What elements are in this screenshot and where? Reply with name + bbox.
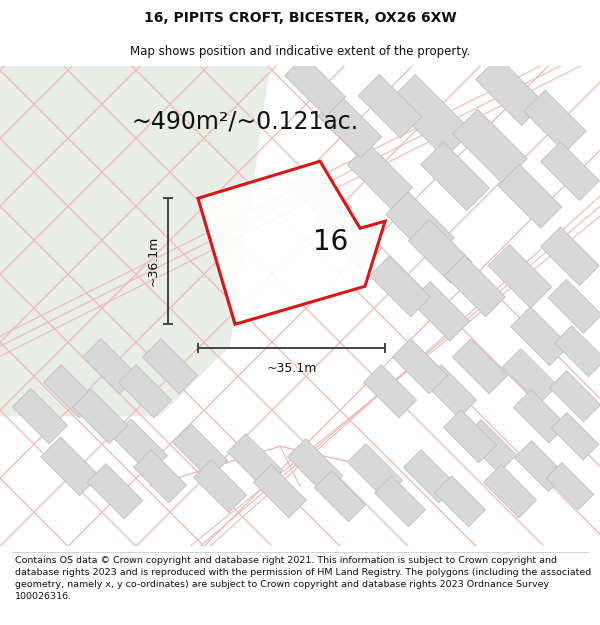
Polygon shape bbox=[82, 339, 137, 394]
Text: 16: 16 bbox=[313, 228, 348, 256]
Polygon shape bbox=[172, 424, 227, 479]
Polygon shape bbox=[347, 444, 403, 499]
Polygon shape bbox=[347, 144, 413, 209]
Polygon shape bbox=[133, 450, 187, 503]
Polygon shape bbox=[317, 204, 383, 269]
Polygon shape bbox=[112, 419, 167, 474]
Polygon shape bbox=[541, 227, 599, 286]
Polygon shape bbox=[488, 244, 552, 308]
Text: Contains OS data © Crown copyright and database right 2021. This information is : Contains OS data © Crown copyright and d… bbox=[15, 556, 591, 601]
Polygon shape bbox=[358, 74, 422, 138]
Polygon shape bbox=[284, 56, 346, 117]
Polygon shape bbox=[434, 476, 485, 527]
Polygon shape bbox=[452, 339, 508, 394]
Polygon shape bbox=[386, 192, 454, 261]
Polygon shape bbox=[73, 389, 128, 444]
Polygon shape bbox=[408, 219, 472, 283]
Polygon shape bbox=[374, 476, 425, 527]
Polygon shape bbox=[498, 164, 562, 228]
Polygon shape bbox=[253, 465, 307, 518]
Polygon shape bbox=[511, 307, 569, 366]
Polygon shape bbox=[421, 142, 489, 211]
Polygon shape bbox=[502, 349, 557, 404]
Polygon shape bbox=[547, 462, 593, 510]
Polygon shape bbox=[364, 365, 416, 418]
Polygon shape bbox=[514, 390, 566, 442]
Text: ~36.1m: ~36.1m bbox=[147, 236, 160, 286]
Text: Map shows position and indicative extent of the property.: Map shows position and indicative extent… bbox=[130, 45, 470, 58]
Text: 16, PIPITS CROFT, BICESTER, OX26 6XW: 16, PIPITS CROFT, BICESTER, OX26 6XW bbox=[143, 11, 457, 26]
Polygon shape bbox=[541, 142, 599, 201]
Polygon shape bbox=[392, 339, 448, 394]
Polygon shape bbox=[370, 256, 430, 317]
Polygon shape bbox=[424, 365, 476, 418]
Polygon shape bbox=[484, 465, 536, 518]
Polygon shape bbox=[314, 471, 365, 522]
Polygon shape bbox=[524, 90, 586, 152]
Polygon shape bbox=[554, 326, 600, 377]
Polygon shape bbox=[288, 164, 352, 228]
Polygon shape bbox=[193, 460, 247, 512]
Polygon shape bbox=[550, 371, 600, 422]
Polygon shape bbox=[88, 464, 143, 519]
Polygon shape bbox=[41, 437, 100, 496]
Polygon shape bbox=[476, 57, 544, 126]
Polygon shape bbox=[287, 439, 343, 494]
Polygon shape bbox=[548, 279, 600, 333]
Polygon shape bbox=[198, 161, 385, 324]
Polygon shape bbox=[410, 281, 470, 341]
Polygon shape bbox=[227, 434, 283, 489]
Polygon shape bbox=[453, 109, 527, 183]
Polygon shape bbox=[142, 339, 197, 394]
Text: ~490m²/~0.121ac.: ~490m²/~0.121ac. bbox=[131, 109, 359, 133]
Polygon shape bbox=[388, 74, 472, 158]
Text: ~35.1m: ~35.1m bbox=[266, 362, 317, 375]
Polygon shape bbox=[118, 365, 172, 418]
Polygon shape bbox=[13, 389, 68, 444]
Polygon shape bbox=[515, 441, 565, 492]
Polygon shape bbox=[403, 450, 457, 503]
Polygon shape bbox=[318, 94, 382, 158]
Polygon shape bbox=[445, 256, 505, 317]
Polygon shape bbox=[43, 365, 97, 418]
Polygon shape bbox=[443, 410, 497, 462]
Polygon shape bbox=[463, 420, 517, 472]
Polygon shape bbox=[0, 66, 270, 416]
Polygon shape bbox=[551, 412, 599, 460]
